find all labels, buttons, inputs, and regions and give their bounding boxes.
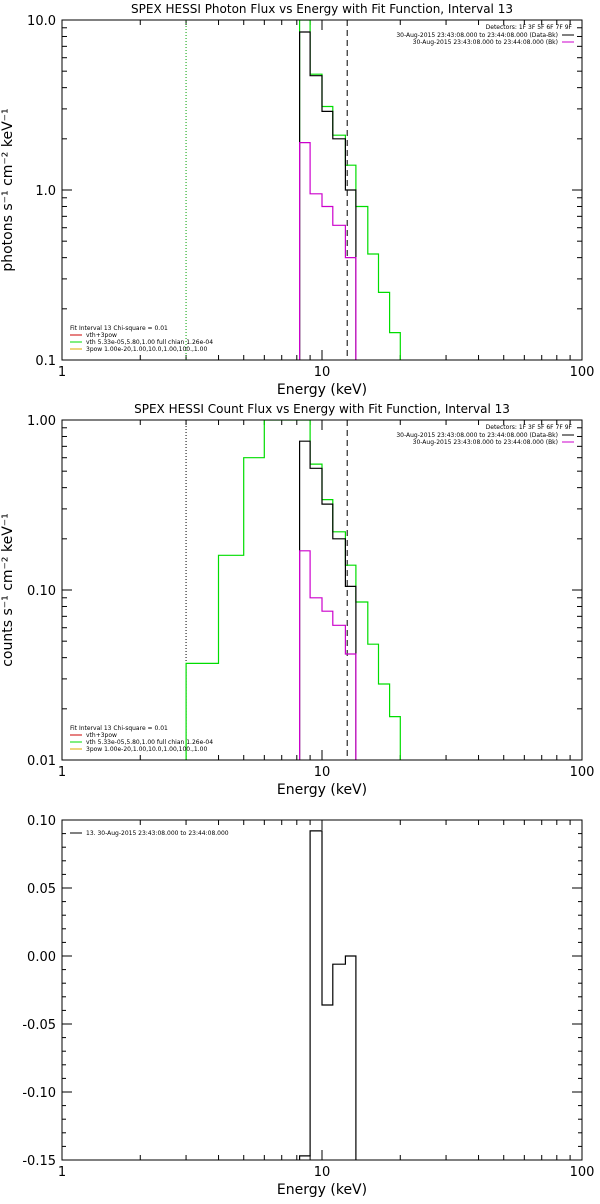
legend-header: Detectors: 1F 3F 5F 6F 7F 9F [486, 424, 573, 431]
y-tick-label: -0.05 [22, 1018, 56, 1033]
y-tick-label: 0.05 [27, 882, 56, 897]
series-line-1 [299, 830, 357, 1160]
x-axis-label: Energy (keV) [277, 382, 367, 398]
series-line-2 [299, 31, 357, 360]
series-line-1 [299, 20, 401, 360]
y-tick-label: 1.00 [27, 414, 56, 429]
legend-entry: 13. 30-Aug-2015 23:43:08.000 to 23:44:08… [86, 830, 229, 837]
series-group [299, 830, 357, 1160]
x-tick-label: 1 [58, 365, 66, 380]
x-tick-label: 10 [314, 365, 331, 380]
y-tick-label: 0.10 [27, 584, 56, 599]
chart-title: SPEX HESSI Photon Flux vs Energy with Fi… [131, 2, 513, 16]
plot-frame [61, 19, 583, 361]
x-axis-label: Energy (keV) [277, 1182, 367, 1198]
x-tick-label: 1 [58, 765, 66, 780]
fit-legend-header: Fit Interval 13 Chi-square = 0.01 [70, 325, 168, 332]
y-tick-label: 1.0 [35, 184, 56, 199]
y-tick-label: -0.10 [22, 1086, 56, 1101]
chart-title: SPEX HESSI Count Flux vs Energy with Fit… [134, 402, 510, 416]
y-tick-label: 0.01 [27, 754, 56, 769]
fit-legend-entry: vth+3pow [86, 332, 117, 339]
series-group [299, 20, 401, 360]
x-tick-label: 100 [570, 1165, 595, 1180]
x-tick-label: 10 [314, 765, 331, 780]
chart-panel-2: SPEX HESSI Count Flux vs Energy with Fit… [0, 402, 594, 798]
fit-legend-entry: vth+3pow [86, 732, 117, 739]
legend-entry: 30-Aug-2015 23:43:08.000 to 23:44:08.000… [396, 432, 558, 439]
x-tick-label: 100 [570, 365, 595, 380]
chart-panel-3: 1 10 100 0.10 0.05 0.00 -0.05 -0.10 -0.15 Energy … [22, 814, 594, 1198]
series-line-3 [299, 142, 357, 360]
fit-legend-entry: vth 5.33e-05,5.80,1.00 full chian 1.26e-… [86, 339, 213, 346]
fit-legend-header: Fit Interval 13 Chi-square = 0.01 [70, 725, 168, 732]
y-tick-label: 0.1 [35, 354, 56, 369]
series-group [185, 420, 401, 760]
x-tick-label: 100 [570, 765, 595, 780]
x-axis-label: Energy (keV) [277, 782, 367, 798]
legend-entry: 30-Aug-2015 23:43:08.000 to 23:44:08.000… [413, 39, 558, 46]
series-line-2 [299, 440, 357, 760]
series-line-3 [299, 550, 357, 760]
plot-frame [61, 819, 583, 1161]
x-tick-label: 1 [58, 1165, 66, 1180]
legend-header: Detectors: 1F 3F 5F 6F 7F 9F [486, 24, 573, 31]
fit-legend-entry: 3pow 1.00e-20,1.00,10.0,1.00,100.,1.00 [86, 746, 207, 753]
y-axis-label: photons s⁻¹ cm⁻² keV⁻¹ [0, 108, 16, 271]
y-tick-label: 0.10 [27, 814, 56, 829]
x-tick-label: 10 [314, 1165, 331, 1180]
fit-legend-entry: vth 5.33e-05,5.80,1.00 full chian 1.26e-… [86, 739, 213, 746]
fit-legend-entry: 3pow 1.00e-20,1.00,10.0,1.00,100.,1.00 [86, 346, 207, 353]
legend-entry: 30-Aug-2015 23:43:08.000 to 23:44:08.000… [413, 439, 558, 446]
y-tick-label: -0.15 [22, 1154, 56, 1169]
y-tick-label: 10.0 [27, 14, 56, 29]
series-line-1 [185, 420, 401, 760]
y-axis-label: counts s⁻¹ cm⁻² keV⁻¹ [0, 513, 16, 667]
legend-entry: 30-Aug-2015 23:43:08.000 to 23:44:08.000… [396, 32, 558, 39]
chart-panel-1: SPEX HESSI Photon Flux vs Energy with Fi… [0, 2, 594, 398]
plot-frame [61, 419, 583, 761]
y-tick-label: 0.00 [27, 950, 56, 965]
